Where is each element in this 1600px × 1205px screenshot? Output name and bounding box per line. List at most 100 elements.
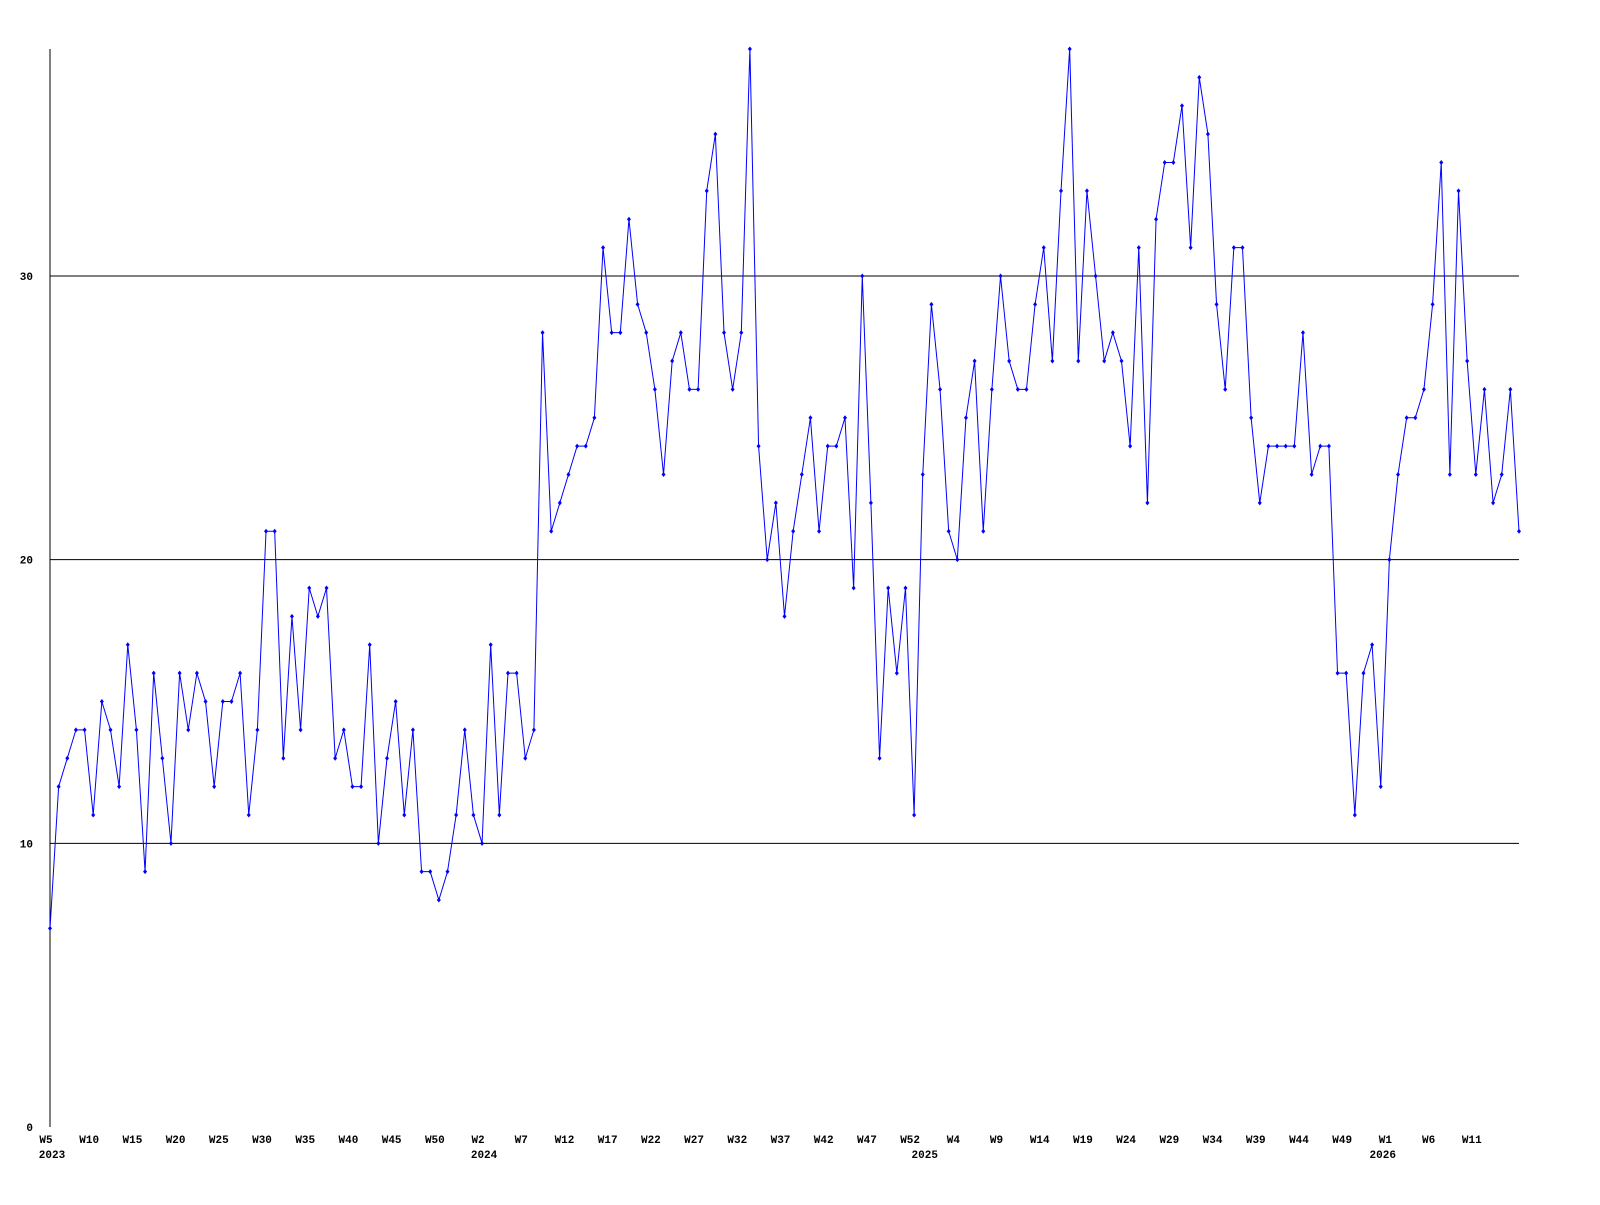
data-point [972, 358, 977, 364]
data-point [315, 613, 320, 619]
data-point [523, 755, 528, 761]
data-point [1344, 670, 1349, 676]
data-point [575, 443, 580, 449]
data-point [765, 557, 770, 563]
x-tick-label: W27 [684, 1135, 704, 1147]
data-point [488, 642, 493, 648]
x-tick-label: W30 [252, 1135, 272, 1147]
data-point [1404, 415, 1409, 421]
data-point [549, 528, 554, 534]
x-tick-label: W40 [339, 1135, 359, 1147]
data-point [868, 500, 873, 506]
data-point [264, 528, 269, 534]
data-point [1015, 386, 1020, 392]
data-point [65, 755, 70, 761]
year-label: 2023 [39, 1150, 66, 1162]
data-point [1240, 245, 1245, 251]
data-point [851, 585, 856, 591]
data-point [860, 273, 865, 279]
data-point [635, 301, 640, 307]
data-point [1076, 358, 1081, 364]
data-point [419, 869, 424, 875]
data-point [177, 670, 182, 676]
data-point [929, 301, 934, 307]
x-tick-label: W14 [1030, 1135, 1050, 1147]
data-point [350, 784, 355, 790]
data-point [963, 415, 968, 421]
data-point [1007, 358, 1012, 364]
data-point [1335, 670, 1340, 676]
year-label: 2024 [471, 1150, 498, 1162]
data-point [1508, 386, 1513, 392]
data-point [1119, 358, 1124, 364]
data-point [367, 642, 372, 648]
data-point [912, 812, 917, 818]
data-point [1283, 443, 1288, 449]
x-tick-label: W35 [295, 1135, 315, 1147]
x-tick-label: W45 [382, 1135, 402, 1147]
data-point [938, 386, 943, 392]
x-tick-label: W24 [1116, 1135, 1136, 1147]
data-point [1387, 557, 1392, 563]
data-point [756, 443, 761, 449]
data-point [1473, 472, 1478, 478]
data-point [48, 925, 52, 931]
data-point [56, 784, 61, 790]
data-point [514, 670, 519, 676]
data-point [1197, 74, 1202, 80]
data-point [886, 585, 891, 591]
data-point [557, 500, 562, 506]
data-point [246, 812, 251, 818]
data-point [739, 330, 744, 336]
data-point [168, 840, 173, 846]
data-point [272, 528, 277, 534]
data-point [566, 472, 571, 478]
data-point [1257, 500, 1262, 506]
x-tick-label: W5 [39, 1135, 53, 1147]
data-point [203, 698, 208, 704]
data-point [281, 755, 286, 761]
x-tick-label: W2 [471, 1135, 484, 1147]
data-point [696, 386, 701, 392]
y-tick-label: 10 [20, 839, 33, 851]
data-point [842, 415, 847, 421]
data-point [1352, 812, 1357, 818]
data-point [324, 585, 329, 591]
data-point [791, 528, 796, 534]
data-point [73, 727, 78, 733]
data-point [341, 727, 346, 733]
x-tick-label: W32 [727, 1135, 747, 1147]
x-tick-label: W7 [515, 1135, 528, 1147]
data-point [687, 386, 692, 392]
data-point [989, 386, 994, 392]
data-point [1465, 358, 1470, 364]
x-tick-label: W52 [900, 1135, 920, 1147]
data-point [1179, 103, 1184, 109]
data-point [480, 840, 485, 846]
data-point [834, 443, 839, 449]
data-point [1188, 245, 1193, 251]
data-point [704, 188, 709, 194]
data-point [108, 727, 113, 733]
data-point [808, 415, 813, 421]
data-point [661, 472, 666, 478]
data-point [471, 812, 476, 818]
x-tick-label: W6 [1422, 1135, 1435, 1147]
data-point [82, 727, 87, 733]
data-line [49, 48, 1520, 929]
x-tick-label: W47 [857, 1135, 877, 1147]
year-label: 2026 [1370, 1150, 1396, 1162]
data-point [462, 727, 467, 733]
data-point [678, 330, 683, 336]
data-point [540, 330, 545, 336]
data-point [1456, 188, 1461, 194]
x-tick-label: W12 [555, 1135, 575, 1147]
data-point [151, 670, 156, 676]
data-point [99, 698, 104, 704]
data-point [1413, 415, 1418, 421]
data-point [1300, 330, 1305, 336]
data-point [747, 46, 752, 52]
data-point [1292, 443, 1297, 449]
x-tick-label: W15 [123, 1135, 143, 1147]
